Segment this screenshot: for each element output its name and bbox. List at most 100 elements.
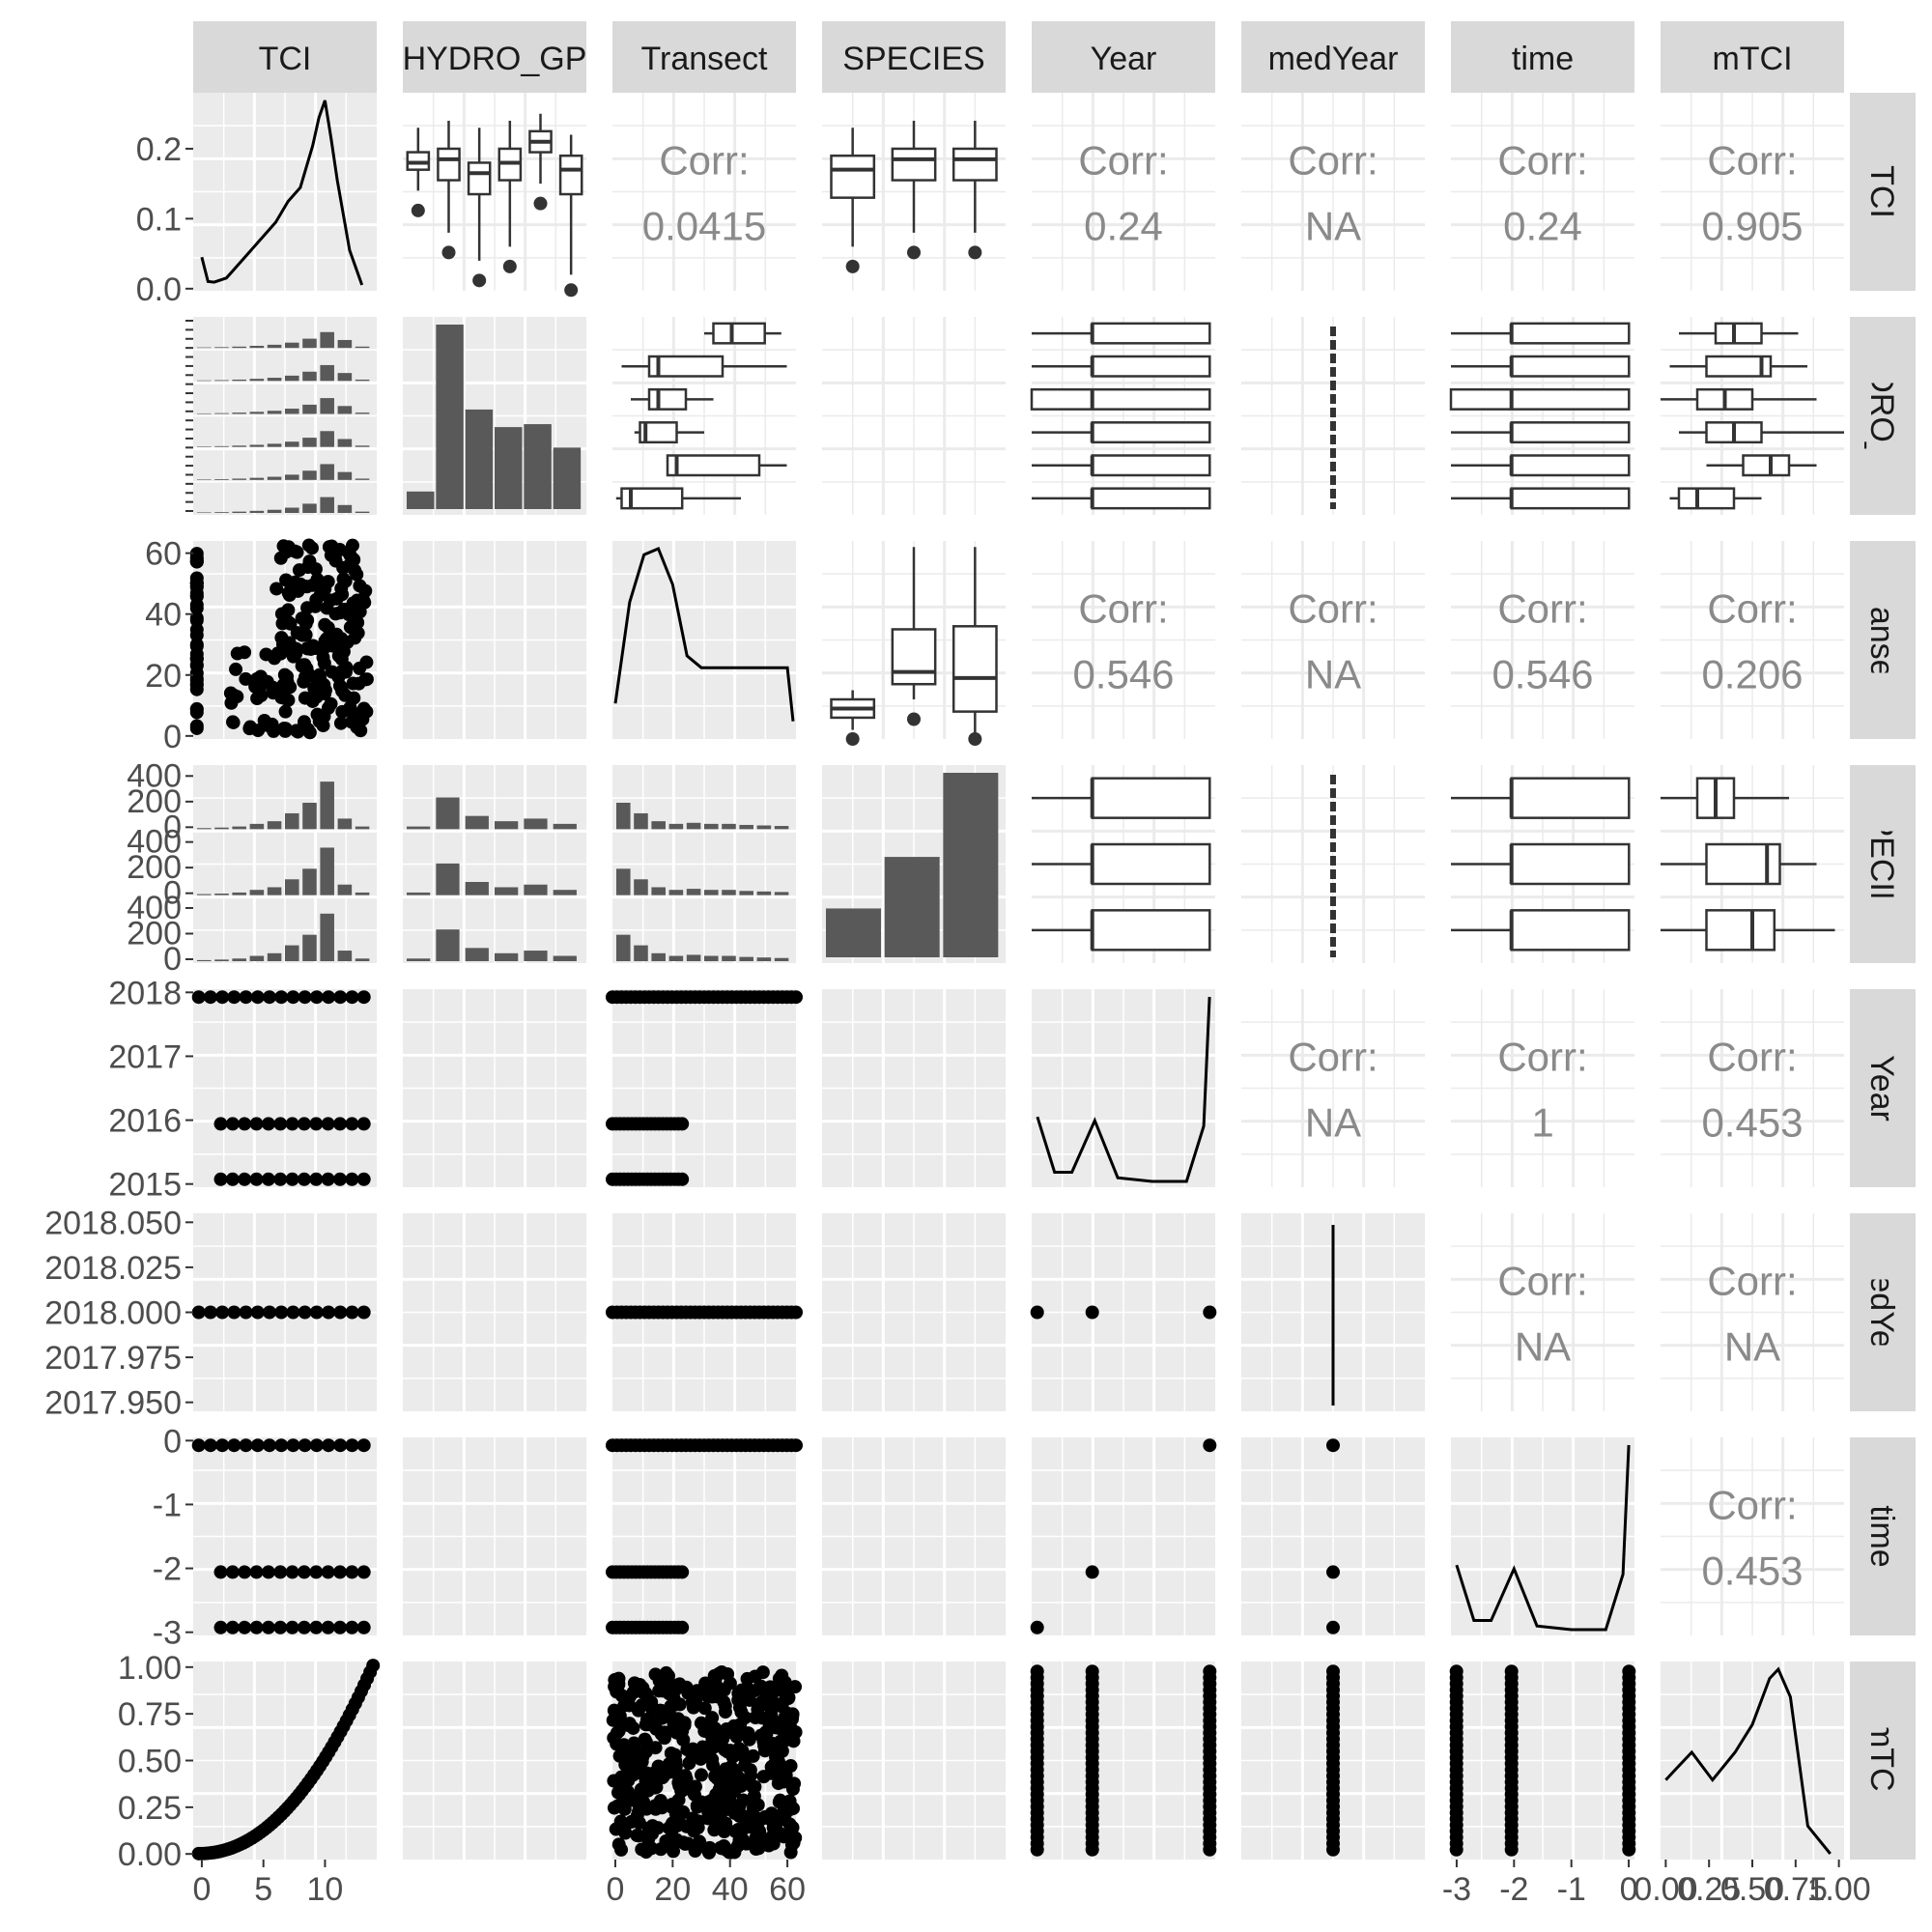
scatter-point: [357, 1565, 371, 1578]
y-tick-label: 0.25: [118, 1790, 182, 1827]
scatter-point: [359, 705, 373, 719]
scatter-point: [357, 1117, 371, 1130]
scatter-point: [1031, 1306, 1044, 1320]
row-strip-label: Year: [1863, 1055, 1900, 1122]
mini-bar: [268, 887, 282, 895]
corr-label: Corr:: [1497, 586, 1587, 632]
scatter-point: [226, 1621, 240, 1634]
scatter-point: [700, 1719, 714, 1733]
mini-bar: [232, 893, 246, 895]
mini-bar: [338, 951, 353, 961]
scatter-point: [298, 1565, 311, 1578]
mini-bar: [355, 512, 370, 513]
scatter-point: [335, 705, 349, 719]
x-tick-label: 40: [712, 1871, 749, 1908]
scatter-point: [738, 1758, 752, 1772]
boxplot-box: [1512, 779, 1630, 818]
scatter-point: [640, 1713, 654, 1726]
scatter-point: [656, 1684, 669, 1697]
scatter-point: [258, 714, 271, 727]
scatter-point: [240, 990, 253, 1004]
scatter-point: [310, 690, 324, 703]
boxplot-outlier: [503, 260, 517, 273]
corr-label: Corr:: [1707, 138, 1797, 184]
mini-bar: [355, 445, 370, 446]
scatter-point: [339, 666, 353, 679]
scatter-point: [286, 1438, 299, 1452]
mini-bar: [250, 890, 265, 895]
boxplot-box: [1032, 389, 1209, 410]
scatter-point: [302, 538, 316, 552]
y-tick-label: -3: [153, 1615, 182, 1652]
y-tick-label: 2017.950: [44, 1385, 182, 1422]
scatter-point: [724, 1773, 738, 1786]
boxplot-outlier: [564, 283, 578, 297]
scatter-point: [345, 1306, 358, 1320]
scatter-point: [298, 1438, 312, 1452]
mini-bar: [268, 477, 282, 480]
mini-bar: [232, 827, 246, 830]
y-tick-label: 1.00: [118, 1650, 182, 1687]
corr-value: 0.24: [1503, 204, 1582, 249]
scatter-point: [718, 1743, 731, 1756]
mini-bar: [197, 446, 212, 447]
scatter-point: [279, 573, 293, 586]
scatter-point: [298, 1306, 312, 1320]
scatter-point: [286, 1117, 299, 1130]
boxplot-outlier: [412, 204, 425, 217]
mini-bar: [739, 957, 753, 961]
mini-bar: [302, 372, 317, 382]
mini-bar: [214, 894, 229, 895]
mini-bar: [554, 824, 577, 829]
boxplot-box: [1093, 489, 1210, 508]
scatter-point: [787, 1776, 801, 1790]
scatter-point: [303, 554, 317, 568]
scatter-point: [336, 561, 350, 575]
scatter-point: [273, 1621, 287, 1634]
mini-bar: [268, 345, 282, 348]
column-strip-label: Year: [1091, 41, 1157, 77]
scatter-point: [333, 1117, 347, 1130]
scatter-point: [357, 1306, 371, 1320]
scatter-point: [259, 647, 272, 661]
scatter-point: [286, 990, 299, 1004]
boxplot-box: [1512, 489, 1630, 508]
scatter-point: [190, 580, 204, 593]
mini-bar: [197, 512, 212, 513]
mini-bar: [250, 444, 265, 446]
scatter-point: [262, 1173, 275, 1186]
mini-bar: [651, 887, 666, 895]
scatter-point: [1086, 1843, 1099, 1857]
scatter-point: [226, 1565, 240, 1578]
mini-bar: [775, 892, 789, 895]
corr-value: 0.0415: [642, 204, 766, 249]
mini-bar: [214, 479, 229, 480]
scatter-point: [675, 1565, 689, 1578]
y-tick-label: -2: [153, 1551, 182, 1588]
mini-bar: [214, 347, 229, 348]
mini-bar: [704, 824, 719, 829]
scatter-point: [215, 990, 229, 1004]
boxplot-box: [1093, 456, 1210, 476]
scatter-point: [322, 990, 335, 1004]
scatter-point: [328, 607, 342, 620]
scatter-point: [749, 1831, 762, 1844]
scatter-point: [231, 647, 244, 661]
scatter-point: [214, 1117, 228, 1130]
corr-label: Corr:: [1707, 1259, 1797, 1304]
mini-bar: [197, 413, 212, 414]
scatter-point: [611, 1726, 624, 1740]
scatter-point: [274, 1306, 288, 1320]
mini-bar: [436, 798, 459, 830]
mini-bar: [634, 813, 648, 829]
scatter-point: [204, 1438, 217, 1452]
mini-bar: [338, 340, 353, 348]
scatter-point: [238, 1117, 251, 1130]
mini-bar: [320, 365, 334, 381]
y-tick-label: 400: [127, 890, 182, 926]
scatter-point: [250, 1565, 264, 1578]
scatter-point: [274, 1438, 288, 1452]
scatter-point: [325, 549, 338, 562]
scatter-point: [262, 1621, 275, 1634]
